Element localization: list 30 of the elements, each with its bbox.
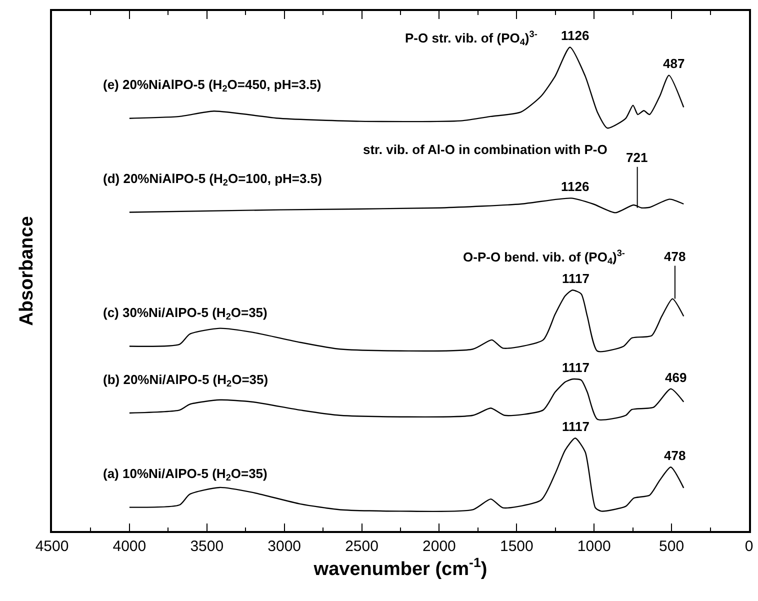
annotation: 721 [626,150,648,165]
annotation: 469 [665,370,687,385]
text: P-O str. vib. of (PO$_{4}$)$^{3-}$ [405,29,538,48]
series-label: (c) 30%Ni/AlPO-5 (H$_{2}$O=35) [103,305,268,322]
x-tick-label: 3000 [268,538,302,555]
series-label: (a) 10%Ni/AlPO-5 (H$_{2}$O=35) [103,466,268,483]
x-tick-label: 0 [744,538,754,555]
series-label: (d) 20%NiAlPO-5 (H$_{2}$O=100, pH=3.5) [103,171,322,188]
annotation: 1126 [561,28,590,43]
x-tick-label: 4500 [35,538,69,555]
x-tick-label: 3500 [190,538,224,555]
annotation: 487 [663,56,685,71]
annotation: 1117 [562,360,590,375]
annotation: 1117 [562,271,590,286]
x-tick-label: 2000 [422,538,456,555]
y-axis-title: Absorbance [16,216,38,326]
x-tick-label: 4000 [112,538,146,555]
x-tick-label: 1000 [577,538,611,555]
series-label: (e) 20%NiAlPO-5 (H$_{2}$O=450, pH=3.5) [103,77,322,94]
annotation: str. vib. of Al-O in combination with P-O [363,142,608,157]
annotation: 1117 [562,419,590,434]
x-axis-title: wavenumber (cm$^{-1}$) [312,555,488,580]
annotation: 478 [664,448,686,463]
series-label: (b) 20%Ni/AlPO-5 (H$_{2}$O=35) [103,372,268,389]
x-tick-label: 2500 [345,538,378,555]
annotation: 1126 [561,179,590,194]
annotation: 478 [664,249,686,264]
x-tick-label: 500 [659,538,684,555]
x-tick-label: 1500 [500,538,534,555]
annotation: O-P-O bend. vib. of (PO$_{4}$)$^{3-}$ [463,248,625,266]
